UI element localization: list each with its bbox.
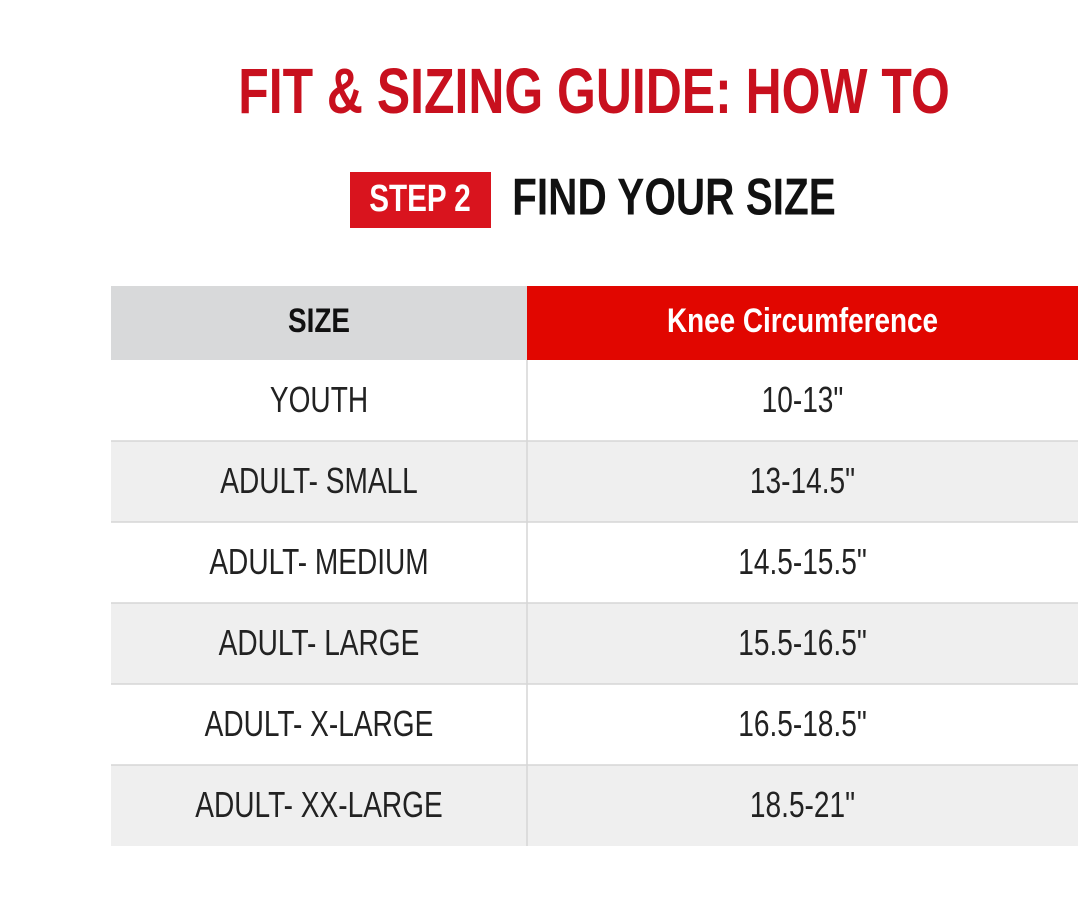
row-bg	[111, 765, 1078, 846]
row-bg	[111, 441, 1078, 522]
title: FIT & SIZING GUIDE: HOW TO	[238, 56, 950, 127]
cell: 18.5-21"	[750, 785, 855, 825]
cell: ADULT- SMALL	[220, 461, 418, 501]
cell: ADULT- XX-LARGE	[195, 785, 442, 825]
cell: ADULT- LARGE	[219, 623, 420, 663]
step-badge: STEP 2	[369, 178, 471, 220]
column-header: SIZE	[288, 301, 350, 339]
cell: 16.5-18.5"	[738, 704, 867, 744]
cell: 14.5-15.5"	[738, 542, 867, 582]
step-title: FIND YOUR SIZE	[512, 168, 836, 226]
header-cell	[111, 286, 527, 360]
row-bg	[111, 360, 1078, 441]
step-badge-bg	[350, 172, 491, 228]
row-bg	[111, 522, 1078, 603]
row-bg	[111, 684, 1078, 765]
cell: 13-14.5"	[750, 461, 855, 501]
cell: ADULT- MEDIUM	[209, 542, 428, 582]
column-header: Knee Circumference	[667, 301, 938, 339]
cell: 15.5-16.5"	[738, 623, 867, 663]
cell: ADULT- X-LARGE	[205, 704, 434, 744]
header-cell	[527, 286, 1078, 360]
cell: 10-13"	[762, 380, 844, 420]
row-bg	[111, 603, 1078, 684]
size-table: SIZE Knee Circumference YOUTH 10-13" ADULT- …	[111, 286, 1078, 846]
cell: YOUTH	[270, 380, 368, 420]
